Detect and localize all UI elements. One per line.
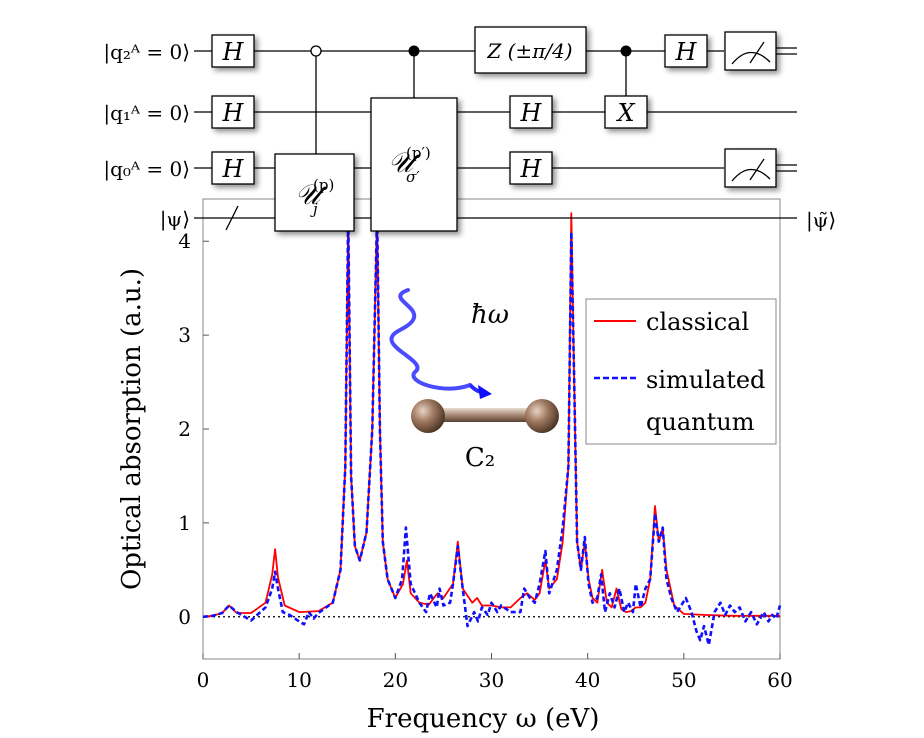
c2-molecule: ħω C₂ [389, 288, 559, 473]
u2-sub: σ′ [406, 168, 420, 186]
carbon-atom-right [525, 399, 559, 433]
photon-arrowhead [478, 385, 492, 399]
u1-gate-box [274, 153, 355, 232]
x-tick-label: 10 [286, 668, 311, 692]
chart-series [202, 211, 782, 647]
measure-q0-box [724, 148, 777, 188]
photon-energy-label: ħω [471, 300, 509, 330]
h-gate-q1b-box [509, 95, 553, 129]
wire-labels: |q₂ᴬ = 0⟩ |q₁ᴬ = 0⟩ |q₀ᴬ = 0⟩ |ψ⟩ [103, 40, 190, 232]
filled-control-dot-x [620, 45, 632, 57]
h-gate-q2-box [211, 34, 255, 68]
h-gate-q2b-box [664, 34, 708, 68]
x-gate-label: X [615, 99, 635, 127]
h-gate-q0b-label: H [520, 155, 543, 183]
legend-label-classical: classical [646, 308, 749, 336]
axis-ticks: 0 10 20 30 40 50 60 0 1 2 3 4 [178, 229, 792, 692]
h-gate-q1-label: H [222, 99, 245, 127]
z-gate-label: Z (±π/4) [486, 39, 572, 63]
molecule-bond [428, 408, 540, 422]
h-gate-q0-box [211, 151, 255, 185]
meter-arc-q2 [731, 51, 771, 65]
x-tick-label: 30 [479, 668, 504, 692]
z-gate-box [474, 26, 587, 74]
gate-labels: H H H H H X H Z (±π/4) [222, 38, 698, 183]
meter-needle-q2 [749, 41, 765, 64]
u2-sup: (p′) [406, 144, 431, 162]
gate-boxes [211, 26, 777, 232]
quantum-circuit: H H H H H X H Z (±π/4) 𝒰 (p) j 𝒰 (p′) σ′… [103, 26, 836, 233]
legend-box [585, 298, 777, 445]
series-line-simulated-quantum [202, 211, 782, 647]
x-tick-label: 60 [767, 668, 792, 692]
u1-sup: (p) [313, 176, 334, 194]
x-tick-label: 40 [575, 668, 600, 692]
x-gate-box [604, 95, 648, 129]
h-gate-q2-label: H [222, 38, 245, 66]
photon-wave [389, 288, 472, 391]
y-tick-label: 2 [178, 417, 191, 441]
output-label: |ψ̃⟩ [806, 208, 836, 233]
molecule-label: C₂ [465, 443, 495, 473]
x-axis-label: Frequency ω (eV) [367, 704, 600, 734]
wire-label-q1: |q₁ᴬ = 0⟩ [103, 101, 190, 126]
legend-label-quantum: simulated quantum [646, 366, 773, 436]
meter-arc-q0 [731, 168, 771, 182]
x-tick-label: 50 [671, 668, 696, 692]
x-tick-label: 0 [197, 668, 210, 692]
absorption-chart: 0 10 20 30 40 50 60 0 1 2 3 4 Frequency ω (eV) Opti… [117, 198, 793, 734]
y-axis-label: Optical absorption (a.u.) [117, 268, 147, 590]
meters [731, 41, 771, 182]
wire-label-q0: |q₀ᴬ = 0⟩ [103, 157, 190, 182]
meter-needle-q0 [749, 158, 765, 181]
carbon-atom-left [411, 399, 445, 433]
legend: classical simulated quantum [585, 298, 777, 445]
h-gate-q1b-label: H [520, 99, 543, 127]
y-tick-label: 0 [178, 605, 191, 629]
y-tick-label: 4 [178, 229, 191, 253]
measure-q2-box [724, 31, 777, 71]
wire-label-psi: |ψ⟩ [160, 207, 190, 232]
register-slash [225, 205, 239, 231]
h-gate-q1-box [211, 95, 255, 129]
y-tick-label: 3 [178, 323, 191, 347]
wire-label-q2: |q₂ᴬ = 0⟩ [103, 40, 190, 65]
legend-label-quantum-line1: simulated [646, 366, 765, 394]
u2-gate-box [370, 97, 458, 232]
h-gate-q0b-box [509, 151, 553, 185]
legend-label-quantum-line2: quantum [646, 408, 755, 436]
x-tick-label: 20 [383, 668, 408, 692]
h-gate-q2b-label: H [675, 38, 698, 66]
h-gate-q0-label: H [222, 155, 245, 183]
filled-control-dot-u2 [408, 45, 420, 57]
open-control-dot [310, 45, 322, 57]
u1-sub: j [310, 200, 318, 218]
unitary-labels: 𝒰 (p) j 𝒰 (p′) σ′ [295, 144, 431, 218]
y-tick-label: 1 [178, 511, 191, 535]
